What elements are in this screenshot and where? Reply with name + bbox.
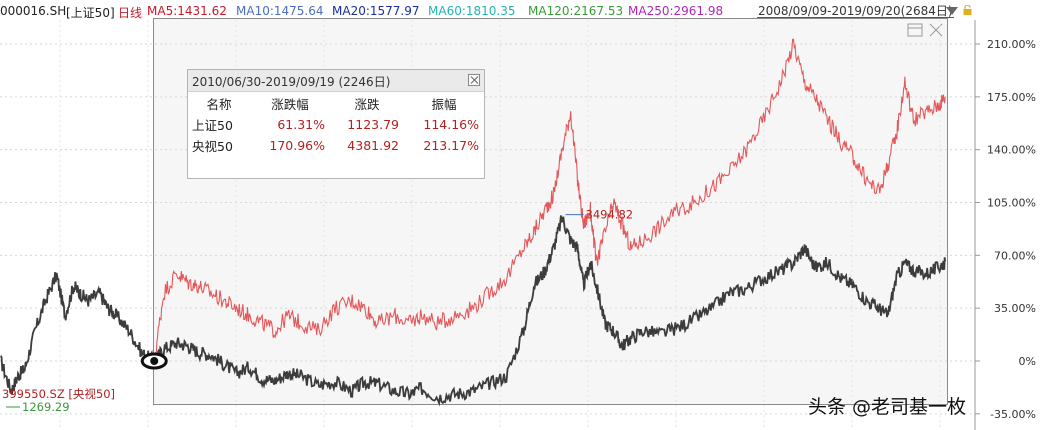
row-pct: 170.96% — [269, 138, 325, 153]
index-name: [上证50] — [66, 6, 115, 20]
overlay-label: 399550.SZ [央视50] — [2, 387, 115, 401]
row-name: 上证50 — [192, 118, 233, 133]
eye-pupil — [150, 357, 159, 365]
row-amp: 213.17% — [423, 138, 479, 153]
table-row: 央视50 170.96% 4381.92 213.17% — [188, 135, 484, 156]
y-tick-label: 175.00% — [987, 91, 1036, 104]
series-line-1 — [153, 38, 946, 359]
y-tick-label: 35.00% — [994, 302, 1036, 315]
col-pct: 涨跌幅 — [271, 97, 309, 112]
ma5-label: MA5:1431.62 — [147, 4, 227, 18]
annotation-label: 3494.82 — [586, 208, 634, 222]
y-tick-label: 105.00% — [987, 197, 1036, 210]
index-code: 000016.SH — [0, 4, 67, 18]
col-amp: 振幅 — [431, 97, 457, 112]
stats-popup: 2010/06/30-2019/09/19 (2246日) 名称 涨跌幅 涨跌 … — [187, 69, 485, 179]
lock-icon[interactable] — [963, 5, 972, 15]
row-name: 央视50 — [192, 139, 233, 154]
triangle-down-icon[interactable] — [946, 7, 958, 15]
ma250-label: MA250:2961.98 — [628, 4, 724, 18]
stats-header-row: 名称 涨跌幅 涨跌 振幅 — [188, 93, 484, 114]
restore-icon — [907, 23, 923, 37]
series-line-0 — [0, 215, 946, 407]
ma60-label: MA60:1810.35 — [428, 4, 516, 18]
y-tick-label: -35.00% — [990, 408, 1036, 421]
left-value-label: 1269.29 — [22, 400, 70, 414]
stats-title: 2010/06/30-2019/09/19 (2246日) — [188, 70, 484, 92]
row-amp: 114.16% — [423, 117, 479, 132]
ma10-label: MA10:1475.64 — [236, 4, 324, 18]
y-tick-label: 210.00% — [987, 38, 1036, 51]
col-chg: 涨跌 — [354, 97, 380, 112]
row-pct: 61.31% — [277, 117, 325, 132]
close-icon[interactable] — [468, 74, 480, 86]
row-chg: 4381.92 — [347, 138, 399, 153]
stats-table: 名称 涨跌幅 涨跌 振幅 上证50 61.31% 1123.79 114.16%… — [188, 93, 484, 156]
ma120-label: MA120:2167.53 — [528, 4, 624, 18]
row-chg: 1123.79 — [347, 117, 399, 132]
y-tick-label: 70.00% — [994, 249, 1036, 262]
y-tick-label: 140.00% — [987, 144, 1036, 157]
period-label[interactable]: 日线 — [118, 6, 143, 20]
chart-header: 000016.SH [上证50] 日线 MA5:1431.62 MA10:147… — [0, 0, 1042, 22]
ma20-label: MA20:1577.97 — [332, 4, 420, 18]
col-name: 名称 — [206, 97, 232, 112]
table-row: 上证50 61.31% 1123.79 114.16% — [188, 114, 484, 135]
y-tick-label: 0% — [1019, 355, 1036, 368]
date-range-selector[interactable]: 2008/09/09-2019/09/20(2684日) — [757, 4, 954, 18]
watermark: 头条 @老司基一枚 — [808, 396, 967, 418]
